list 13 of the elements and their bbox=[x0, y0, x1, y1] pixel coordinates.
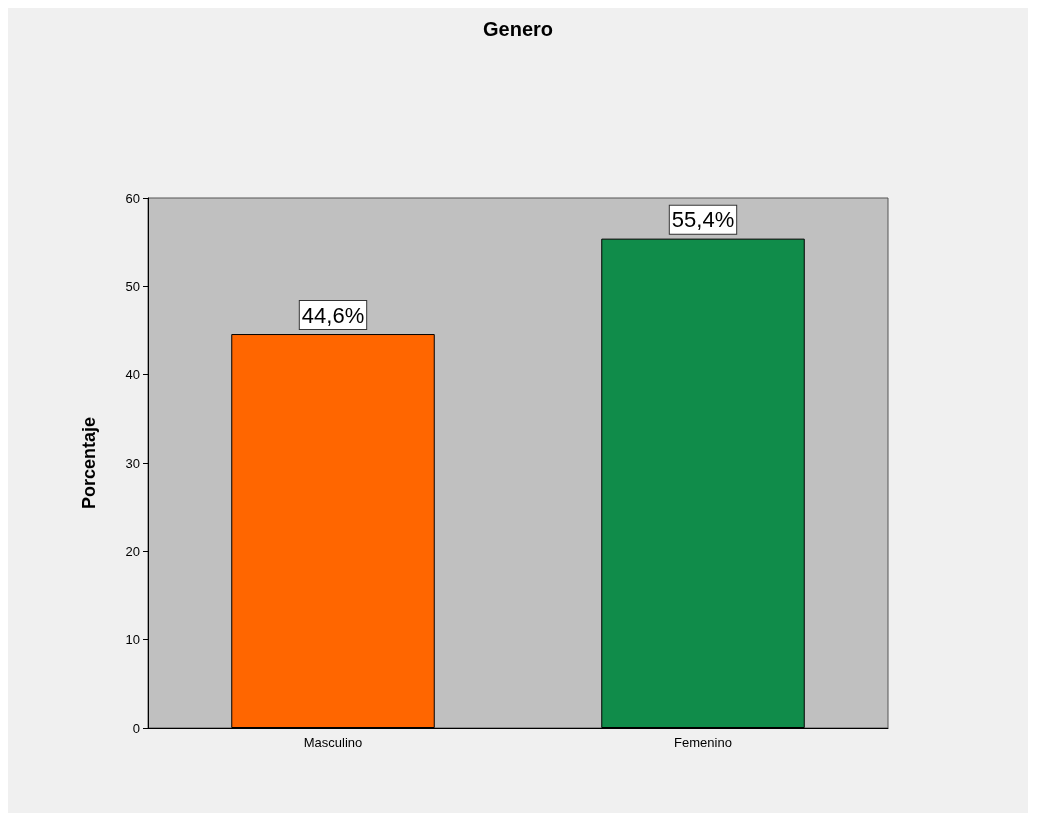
data-label: 55,4% bbox=[671, 207, 735, 233]
y-tick-label: 60 bbox=[125, 190, 140, 206]
y-tick-label: 40 bbox=[125, 367, 140, 383]
y-tick-label: 0 bbox=[132, 720, 140, 736]
y-axis-title: Porcentaje bbox=[79, 416, 99, 510]
data-label: 44,6% bbox=[301, 302, 365, 328]
y-tick-label: 30 bbox=[125, 455, 140, 471]
y-tick-label: 50 bbox=[125, 278, 140, 294]
y-tick-label: 10 bbox=[125, 632, 140, 648]
chart-title: Genero bbox=[482, 18, 554, 40]
x-tick-label: Masculino bbox=[303, 735, 363, 750]
y-tick-label: 20 bbox=[125, 543, 140, 559]
x-tick-label: Femenino bbox=[674, 735, 732, 750]
